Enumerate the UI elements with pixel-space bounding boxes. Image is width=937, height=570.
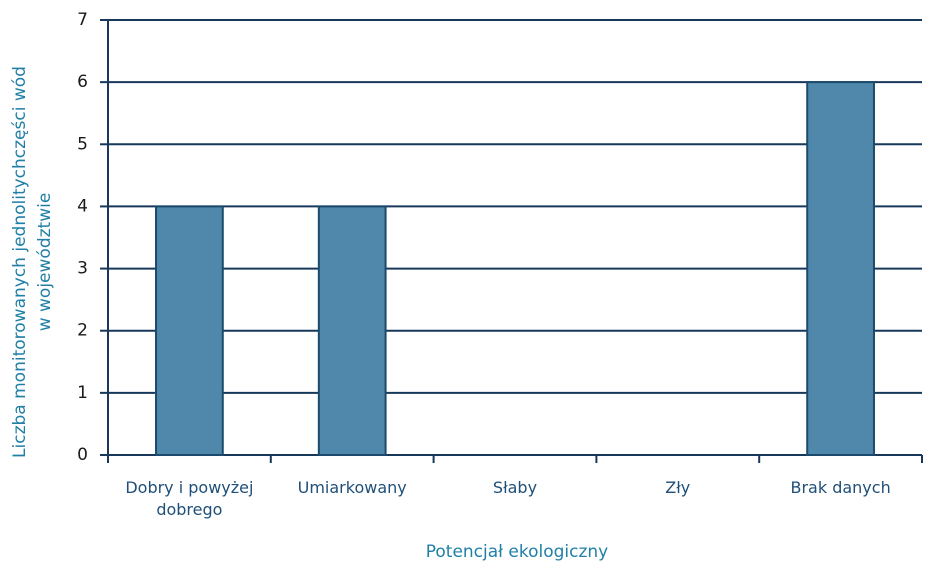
x-tick-label-box: Słaby bbox=[492, 478, 538, 497]
y-tick-label: 1 bbox=[77, 383, 88, 403]
x-tick-label-box: Umiarkowany bbox=[297, 478, 407, 497]
y-tick-label: 2 bbox=[77, 321, 88, 341]
y-tick-label: 7 bbox=[77, 10, 88, 30]
y-axis-label: Liczba monitorowanych jednolitychczęści … bbox=[10, 66, 30, 458]
x-tick-label: Umiarkowany bbox=[297, 478, 407, 497]
y-tick-label: 0 bbox=[77, 445, 88, 465]
x-tick-label: Dobry i powyżej dobrego bbox=[125, 478, 254, 519]
bar bbox=[806, 81, 875, 457]
y-tick-label: 5 bbox=[77, 134, 88, 154]
x-tick-label: Słaby bbox=[492, 478, 538, 497]
y-tick-label: 6 bbox=[77, 72, 88, 92]
x-tick-label-box: Brak danych bbox=[790, 478, 891, 497]
bar bbox=[317, 205, 387, 456]
x-tick-label-box: Zły bbox=[665, 478, 691, 497]
x-tick-label: Zły bbox=[665, 478, 691, 497]
x-axis-label: Potencjał ekologiczny bbox=[426, 542, 609, 562]
y-axis-label: w województwie bbox=[35, 193, 55, 332]
y-tick-label: 4 bbox=[77, 196, 88, 216]
bar bbox=[155, 205, 224, 456]
x-tick-label: Brak danych bbox=[790, 478, 891, 497]
y-tick-label: 3 bbox=[77, 259, 88, 279]
x-tick-label-box: Dobry i powyżej dobrego bbox=[125, 478, 254, 519]
